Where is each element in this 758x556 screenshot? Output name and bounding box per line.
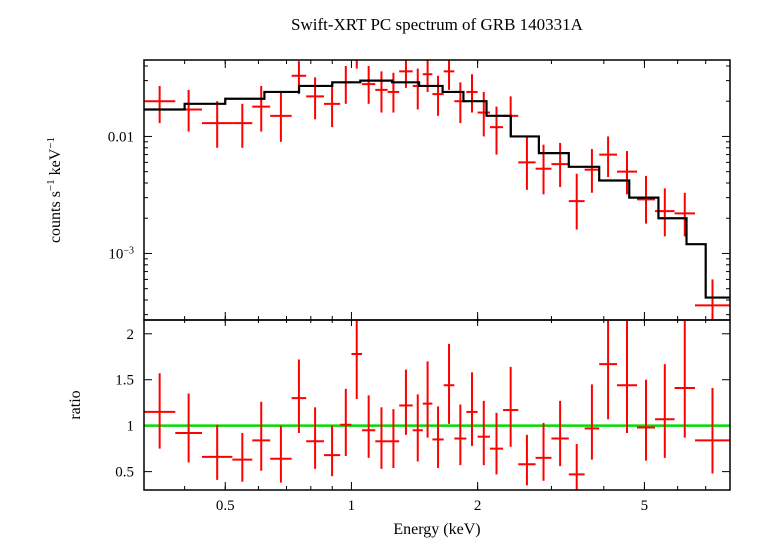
spectrum-chart: Swift-XRT PC spectrum of GRB 140331A 0.5 1… xyxy=(0,0,758,556)
y-axis-label-top: counts s−1 keV−1 xyxy=(45,137,64,243)
y-tick-label-bottom: 0.5 xyxy=(115,465,134,481)
x-axis-label: Energy (keV) xyxy=(393,521,480,538)
y-tick-label-bottom: 2 xyxy=(127,327,135,343)
chart-container: Swift-XRT PC spectrum of GRB 140331A 0.5 1… xyxy=(0,0,758,556)
y-tick-label-top: 10−3 xyxy=(108,245,134,263)
y-tick-label-bottom: 1.5 xyxy=(115,373,134,389)
bottom-panel-frame xyxy=(144,320,730,490)
y-tick-label-bottom: 1 xyxy=(127,419,135,435)
model-step-line xyxy=(144,81,730,298)
x-tick-label: 2 xyxy=(474,498,482,514)
bottom-panel-plot xyxy=(144,288,730,493)
top-panel-plot xyxy=(144,34,730,335)
x-tick-label: 1 xyxy=(348,498,356,514)
y-tick-label-top: 0.01 xyxy=(108,129,134,145)
x-tick-label: 5 xyxy=(641,498,649,514)
y-axis-label-bottom: ratio xyxy=(67,390,84,419)
chart-title: Swift-XRT PC spectrum of GRB 140331A xyxy=(291,15,584,34)
x-tick-label: 0.5 xyxy=(216,498,235,514)
